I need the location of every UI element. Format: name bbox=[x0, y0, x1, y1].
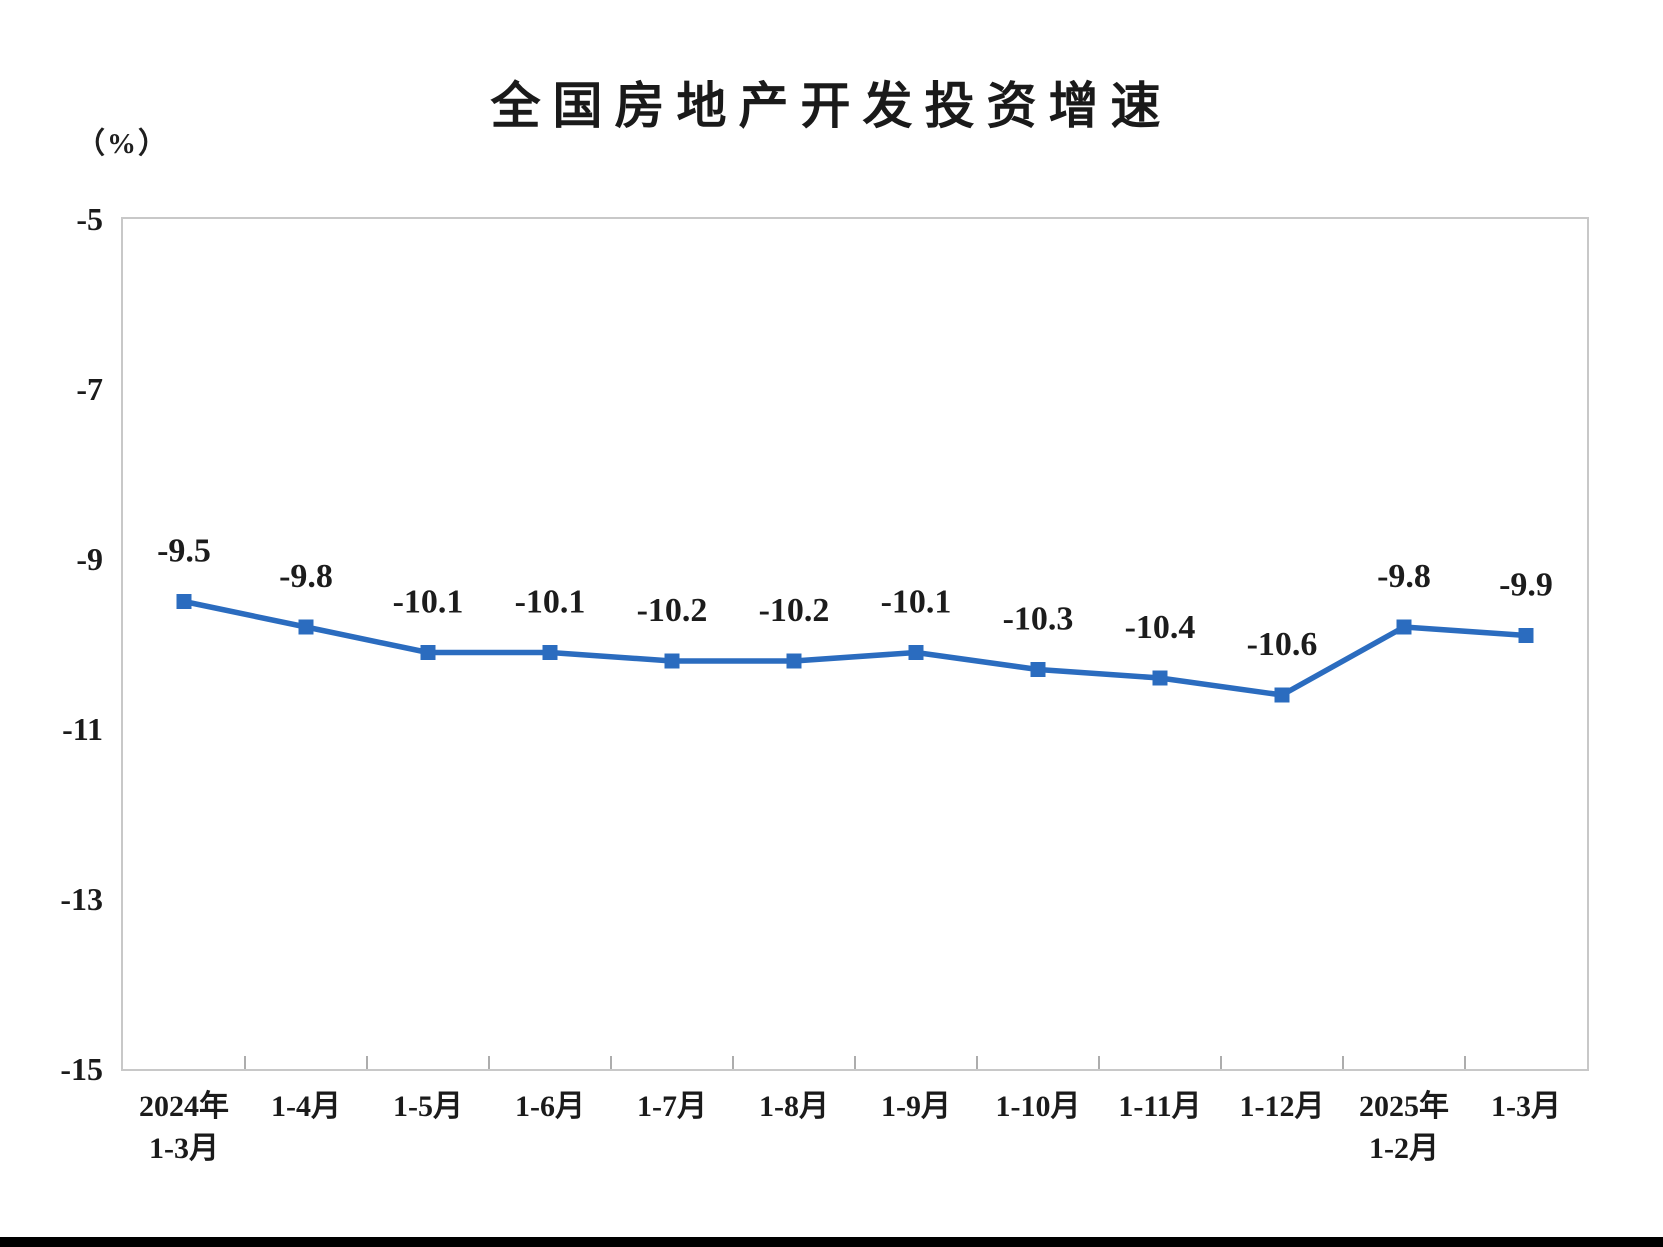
x-axis-category-label: 1-10月 bbox=[995, 1090, 1081, 1123]
data-point-label: -10.1 bbox=[393, 584, 464, 621]
x-axis-category-label: 2024年 1-3月 bbox=[139, 1090, 229, 1165]
data-point-marker bbox=[1030, 662, 1046, 677]
y-axis-tick-label: -9 bbox=[76, 541, 103, 577]
data-point-marker bbox=[1518, 628, 1534, 643]
data-point-label: -10.1 bbox=[881, 584, 952, 621]
y-axis-tick-label: -5 bbox=[76, 201, 103, 237]
data-point-label: -10.6 bbox=[1247, 626, 1318, 663]
x-axis-category-label: 1-7月 bbox=[637, 1090, 707, 1123]
chart-title: 全国房地产开发投资增速 bbox=[490, 77, 1173, 135]
y-axis-tick-label: -13 bbox=[60, 881, 103, 917]
x-axis-category-label: 1-11月 bbox=[1118, 1090, 1202, 1123]
plot-area: -9.5 -9.8 -10.1 -10.1 -10.2 -10.2 -10.1 -10.3 -1… bbox=[121, 217, 1589, 1071]
data-point-label: -9.5 bbox=[157, 533, 211, 570]
data-point-marker bbox=[1274, 687, 1290, 703]
x-axis-category-label: 1-4月 bbox=[271, 1090, 341, 1123]
data-point-marker bbox=[1396, 619, 1412, 635]
data-point-label: -10.2 bbox=[759, 592, 830, 629]
data-point-label: -10.2 bbox=[637, 592, 708, 629]
data-point-label: -10.4 bbox=[1125, 609, 1196, 646]
data-point-label: -9.8 bbox=[1377, 558, 1431, 595]
x-axis-category-label: 1-6月 bbox=[515, 1090, 585, 1123]
data-point-marker bbox=[786, 653, 802, 669]
x-axis-category-label: 1-5月 bbox=[393, 1090, 463, 1123]
bottom-black-bar bbox=[0, 1237, 1663, 1247]
data-point-label: -9.8 bbox=[279, 558, 333, 595]
data-point-label: -10.1 bbox=[515, 584, 586, 621]
x-axis-category-label: 1-12月 bbox=[1239, 1090, 1325, 1123]
y-axis-tick-label: -11 bbox=[62, 711, 103, 747]
data-point-marker bbox=[542, 645, 558, 660]
data-point-marker bbox=[298, 619, 314, 635]
x-axis-category-label: 1-8月 bbox=[759, 1090, 829, 1123]
data-point-marker bbox=[908, 645, 924, 660]
data-point-marker bbox=[420, 645, 436, 660]
series-line bbox=[181, 598, 1529, 698]
data-point-marker bbox=[1152, 670, 1168, 686]
x-axis-category-label: 1-9月 bbox=[881, 1090, 951, 1123]
data-point-label: -9.9 bbox=[1499, 567, 1553, 604]
data-point-marker bbox=[664, 653, 680, 669]
data-point-marker bbox=[176, 594, 192, 609]
data-point-label: -10.3 bbox=[1003, 601, 1074, 638]
y-axis-tick-label: -15 bbox=[60, 1051, 103, 1087]
y-axis-unit-label: （%） bbox=[76, 128, 170, 160]
y-axis-tick-label: -7 bbox=[76, 371, 103, 407]
line-chart-svg: -9.5 -9.8 -10.1 -10.1 -10.2 -10.2 -10.1 -10.3 -1… bbox=[157, 533, 1553, 1069]
x-axis-category-label: 2025年 1-2月 bbox=[1359, 1090, 1449, 1165]
x-axis-category-label: 1-3月 bbox=[1491, 1090, 1561, 1123]
